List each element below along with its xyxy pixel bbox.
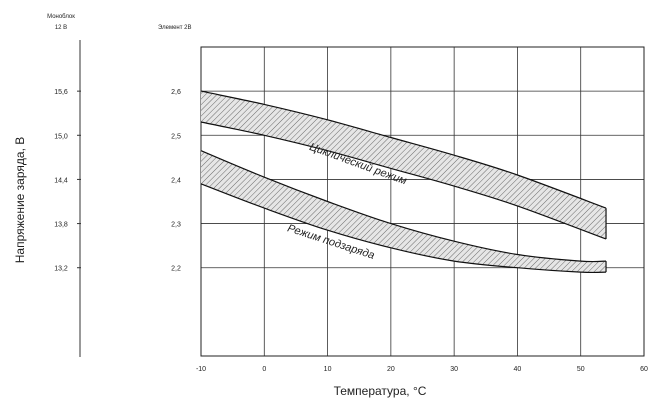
block-tick-label: 13,2 xyxy=(54,266,68,273)
x-tick-label: 50 xyxy=(577,366,585,373)
block-tick-label: 13,8 xyxy=(54,222,68,229)
plot-frame xyxy=(200,46,645,357)
band-area-0 xyxy=(201,91,606,239)
x-tick-label: 60 xyxy=(640,366,648,373)
cell-tick-label: 2,4 xyxy=(171,177,181,184)
block-header-line2: 12 В xyxy=(55,25,67,31)
cell-tick-label: 2,5 xyxy=(171,133,181,140)
x-axis-title: Температура, °С xyxy=(334,384,427,398)
x-tick-label: 0 xyxy=(262,366,266,373)
band-upper-line-0 xyxy=(200,90,607,209)
block-header-line1: Моноблок xyxy=(47,14,75,20)
cell-header: Элемент 2В xyxy=(158,25,191,31)
block-tick-label: 15,6 xyxy=(54,89,68,96)
cell-tick-label: 2,6 xyxy=(171,89,181,96)
x-tick-label: -10 xyxy=(196,366,206,373)
temperature-ticks: -10 0 10 20 30 40 50 60 xyxy=(196,366,648,373)
cell-tick-label: 2,2 xyxy=(171,266,181,273)
cell-tick-label: 2,3 xyxy=(171,222,181,229)
block-voltage-ticks: 15,6 15,0 14,4 13,8 13,2 xyxy=(54,89,81,273)
x-tick-label: 40 xyxy=(514,366,522,373)
x-tick-label: 30 xyxy=(450,366,458,373)
band-lower-line-0 xyxy=(200,121,607,240)
band-upper-line-1 xyxy=(200,150,607,263)
x-tick-label: 20 xyxy=(387,366,395,373)
bands xyxy=(200,90,607,274)
block-tick-label: 14,4 xyxy=(54,177,68,184)
x-tick-label: 10 xyxy=(324,366,332,373)
cell-voltage-ticks: 2,6 2,5 2,4 2,3 2,2 xyxy=(171,89,181,273)
y-axis-title: Напряжение заряда, В xyxy=(13,137,27,263)
band-lower-line-1 xyxy=(200,183,607,274)
block-tick-label: 15,0 xyxy=(54,133,68,140)
